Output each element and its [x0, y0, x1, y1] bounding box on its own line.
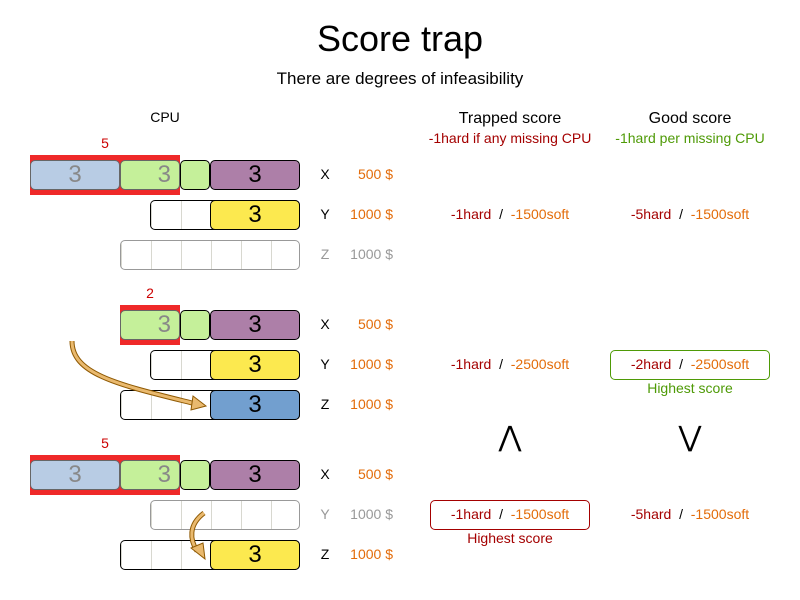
trapped-score-rule: -1hard if any missing CPU: [428, 130, 592, 146]
process-blue: 3: [210, 390, 300, 420]
missing-cpu-count: 2: [146, 285, 154, 301]
cpu-header: CPU: [150, 109, 180, 125]
soft-score: -1500soft: [690, 506, 750, 522]
hard-score: -5hard: [630, 206, 672, 222]
process-green-part: [180, 460, 210, 490]
process-purple: 3: [210, 460, 300, 490]
soft-score: -1500soft: [510, 206, 570, 222]
separator: /: [499, 206, 503, 222]
process-green-part: [180, 160, 210, 190]
process-yellow: 3: [210, 200, 300, 230]
computer-x-cost: 500 $: [357, 166, 393, 182]
computer-y-cost: 1000 $: [350, 206, 393, 222]
page-subtitle: There are degrees of infeasibility: [276, 69, 524, 88]
comparison-trapped: ⋀: [498, 421, 522, 452]
hard-score: -1hard: [450, 356, 492, 372]
process-green: 3: [120, 460, 180, 490]
separator: /: [679, 506, 683, 522]
trapped-score: -1hard / -1500soft: [420, 499, 600, 529]
good-score: -2hard / -2500soft: [600, 349, 780, 379]
process-yellow: 3: [210, 540, 300, 570]
computer-x-label: X: [320, 316, 330, 332]
computer-z-cost: 1000 $: [350, 396, 393, 412]
comparison-good: ⋁: [678, 421, 702, 452]
computer-y-label: Y: [320, 356, 330, 372]
good-score-header: Good score: [648, 110, 732, 127]
highest-score-box: [610, 350, 770, 380]
move-arrow-icon: [189, 511, 206, 561]
computer-x-label: X: [320, 466, 330, 482]
process-green-part: [180, 310, 210, 340]
hard-score: -5hard: [630, 506, 672, 522]
computer-z-cost: 1000 $: [350, 246, 393, 262]
process-green: 3: [120, 310, 180, 340]
process-purple: 3: [210, 310, 300, 340]
process-green: 3: [120, 160, 180, 190]
trapped-score: -1hard / -1500soft: [420, 199, 600, 229]
page-title: Score trap: [316, 18, 484, 59]
good-score-rule: -1hard per missing CPU: [615, 130, 765, 146]
soft-score: -2500soft: [510, 356, 570, 372]
trapped-score-header: Trapped score: [458, 110, 562, 127]
process-purple: 3: [210, 160, 300, 190]
computer-z-label: Z: [320, 396, 330, 412]
soft-score: -1500soft: [510, 506, 570, 522]
separator: /: [679, 206, 683, 222]
computer-y-label: Y: [320, 506, 330, 522]
separator: /: [499, 506, 503, 522]
soft-score: -1500soft: [690, 206, 750, 222]
process-blue: 3: [30, 460, 120, 490]
computer-y-label: Y: [320, 206, 330, 222]
soft-score: -2500soft: [690, 356, 750, 372]
computer-y-cost: 1000 $: [350, 506, 393, 522]
computer-z: [120, 240, 300, 270]
computer-z-label: Z: [320, 546, 330, 562]
computer-x-label: X: [320, 166, 330, 182]
computer-z-cost: 1000 $: [350, 546, 393, 562]
computer-y-cost: 1000 $: [350, 356, 393, 372]
computer-z-label: Z: [320, 246, 330, 262]
move-arrow-icon: [69, 340, 208, 411]
process-blue: 3: [30, 160, 120, 190]
highest-score-box: [430, 500, 590, 530]
highest-score-label: Highest score: [467, 530, 553, 546]
computer-x-cost: 500 $: [357, 466, 393, 482]
good-score: -5hard / -1500soft: [600, 199, 780, 229]
separator: /: [679, 356, 683, 372]
process-yellow: 3: [210, 350, 300, 380]
hard-score: -1hard: [450, 206, 492, 222]
hard-score: -1hard: [450, 506, 492, 522]
computer-x-cost: 500 $: [357, 316, 393, 332]
separator: /: [499, 356, 503, 372]
computer-y: [150, 500, 300, 530]
highest-score-label: Highest score: [647, 380, 733, 396]
trapped-score: -1hard / -2500soft: [420, 349, 600, 379]
hard-score: -2hard: [630, 356, 672, 372]
good-score: -5hard / -1500soft: [600, 499, 780, 529]
missing-cpu-count: 5: [101, 135, 109, 151]
missing-cpu-count: 5: [101, 435, 109, 451]
